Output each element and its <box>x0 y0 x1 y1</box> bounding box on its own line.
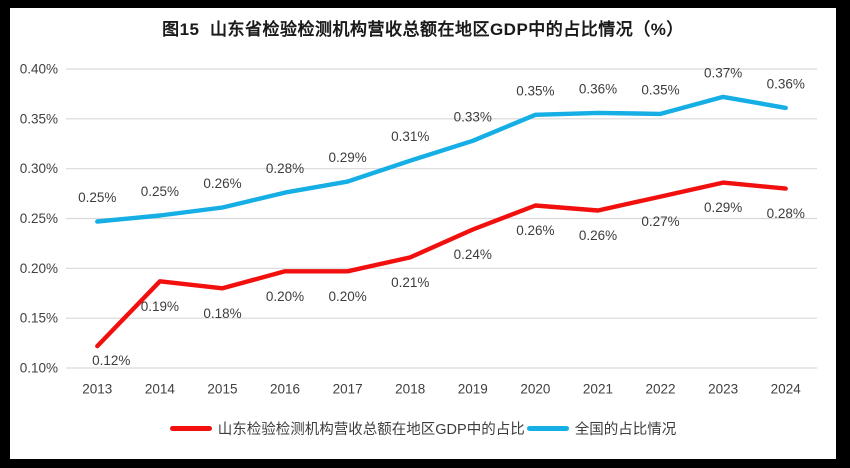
data-label: 0.12% <box>92 353 130 368</box>
data-label: 0.33% <box>454 109 492 124</box>
x-tick-label: 2014 <box>145 382 176 397</box>
x-tick-label: 2023 <box>708 382 738 397</box>
x-tick-label: 2024 <box>771 382 802 397</box>
x-tick-label: 2017 <box>333 382 363 397</box>
y-tick-label: 0.15% <box>20 311 58 326</box>
y-tick-label: 0.25% <box>20 211 58 226</box>
data-label: 0.28% <box>767 206 805 221</box>
data-label: 0.28% <box>266 161 304 176</box>
data-label: 0.36% <box>767 76 805 91</box>
x-tick-label: 2013 <box>82 382 112 397</box>
data-label: 0.35% <box>641 82 679 97</box>
data-label: 0.20% <box>328 289 366 304</box>
data-label: 0.29% <box>328 150 366 165</box>
chart-title: 图15 山东省检验检测机构营收总额在地区GDP中的占比情况（%） <box>162 20 684 39</box>
legend-line-swatch-national <box>526 425 569 431</box>
data-label: 0.26% <box>579 228 617 243</box>
y-tick-label: 0.20% <box>20 261 58 276</box>
y-tick-label: 0.40% <box>20 62 58 77</box>
data-label: 0.29% <box>704 200 742 215</box>
legend-label-shandong: 山东检验检测机构营收总额在地区GDP中的占比 <box>217 421 525 438</box>
data-label: 0.31% <box>391 129 429 144</box>
data-label: 0.18% <box>203 306 241 321</box>
series-line <box>95 180 788 349</box>
x-tick-label: 2018 <box>395 382 425 397</box>
data-label: 0.19% <box>141 299 179 314</box>
y-tick-label: 0.10% <box>20 361 58 376</box>
data-label: 0.27% <box>641 214 679 229</box>
data-label: 0.36% <box>579 81 617 96</box>
data-label: 0.24% <box>454 247 492 262</box>
data-label: 0.26% <box>516 223 554 238</box>
y-tick-label: 0.30% <box>20 161 58 176</box>
data-label: 0.25% <box>78 190 116 205</box>
data-label: 0.37% <box>704 65 742 80</box>
x-tick-label: 2021 <box>583 382 613 397</box>
data-label: 0.20% <box>266 289 304 304</box>
data-label: 0.21% <box>391 275 429 290</box>
data-label: 0.25% <box>141 184 179 199</box>
y-tick-label: 0.35% <box>20 111 58 126</box>
legend-item-shandong: 山东检验检测机构营收总额在地区GDP中的占比 <box>169 418 525 439</box>
data-label: 0.35% <box>516 83 554 98</box>
x-tick-label: 2020 <box>520 382 550 397</box>
legend-line-swatch-shandong <box>169 425 212 431</box>
x-tick-label: 2016 <box>270 382 300 397</box>
x-tick-label: 2019 <box>458 382 488 397</box>
x-tick-label: 2022 <box>646 382 676 397</box>
series-line <box>95 94 788 224</box>
legend-item-national: 全国的占比情况 <box>526 418 677 439</box>
line-chart: 0.10% 0.15% 0.20% 0.25% 0.30% 0.35% 0.40% 2013 2… <box>20 62 817 397</box>
legend-label-national: 全国的占比情况 <box>574 421 677 438</box>
data-label: 0.26% <box>203 176 241 191</box>
x-tick-label: 2015 <box>207 382 237 397</box>
chart-legend: 山东检验检测机构营收总额在地区GDP中的占比 全国的占比情况 <box>10 417 836 439</box>
